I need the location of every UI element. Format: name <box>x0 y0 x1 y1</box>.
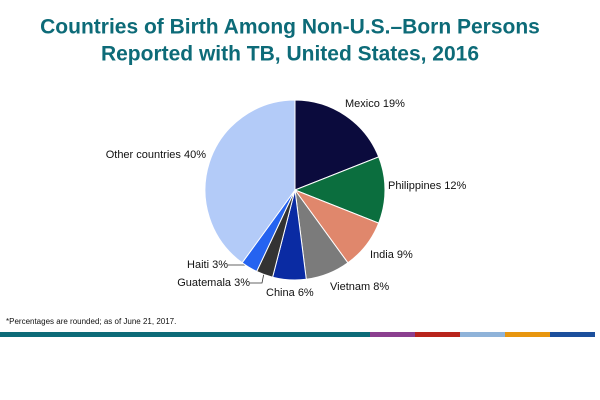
slice-label: China 6% <box>266 287 314 299</box>
chart-title: Reported with TB, United States, 2016 <box>101 43 479 66</box>
slice-label: Mexico 19% <box>345 98 405 110</box>
category-label: Mexico <box>345 98 380 110</box>
slice-label: Other countries 40% <box>106 149 207 161</box>
slice-label: Vietnam 8% <box>330 281 389 293</box>
value-label: 3% <box>212 259 228 271</box>
chart-title: Countries of Birth Among Non-U.S.–Born P… <box>40 16 540 39</box>
value-label: 8% <box>373 281 389 293</box>
footer-stripe <box>0 332 595 337</box>
slice-label: Philippines 12% <box>388 180 467 192</box>
value-label: 6% <box>298 287 314 299</box>
category-label: Vietnam <box>330 281 370 293</box>
category-label: Philippines <box>388 180 442 192</box>
value-label: 40% <box>184 149 206 161</box>
value-label: 12% <box>444 180 466 192</box>
pie-slice <box>293 156 386 224</box>
value-label: 9% <box>397 249 413 261</box>
category-label: Haiti <box>187 259 209 271</box>
pie-slice <box>204 99 296 264</box>
category-label: Guatemala <box>177 277 232 289</box>
slice-label: Guatemala 3% <box>177 277 250 289</box>
slice-label: India 9% <box>370 249 413 261</box>
category-label: Other countries <box>106 149 182 161</box>
value-label: 19% <box>383 98 405 110</box>
slice-label: Haiti 3% <box>187 259 228 271</box>
category-label: India <box>370 249 395 261</box>
category-label: China <box>266 287 296 299</box>
footnote: *Percentages are rounded; as of June 21,… <box>6 317 176 326</box>
pie-slice <box>294 99 380 191</box>
value-label: 3% <box>234 277 250 289</box>
